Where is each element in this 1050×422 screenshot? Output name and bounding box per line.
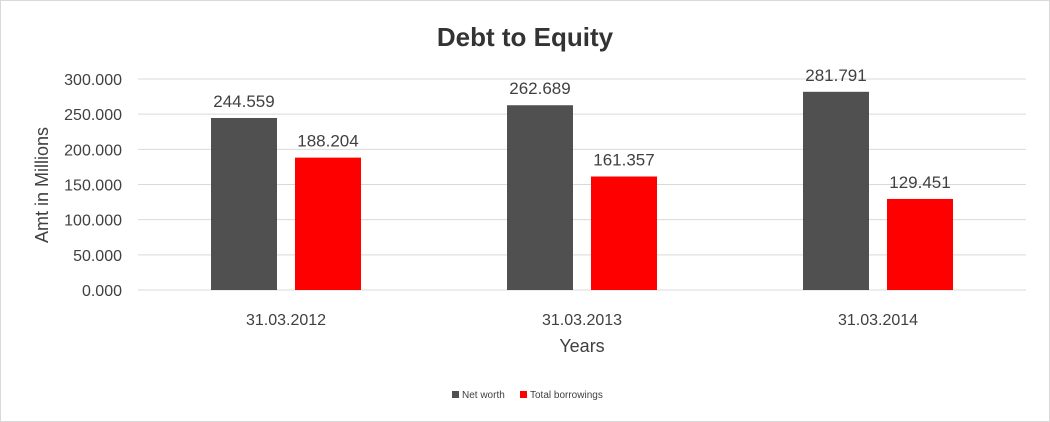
legend-label: Total borrowings bbox=[530, 390, 603, 401]
y-axis-title: Amt in Millions bbox=[32, 127, 52, 243]
y-axis-ticks: 0.000 50.000 100.000 150.000 200.000 250.000 3… bbox=[64, 72, 122, 300]
legend-label: Net worth bbox=[462, 390, 505, 401]
bar bbox=[211, 117, 277, 290]
legend-swatch bbox=[520, 391, 527, 398]
data-label: 281.791 bbox=[805, 66, 866, 85]
legend-swatch bbox=[452, 391, 459, 398]
bar bbox=[803, 91, 869, 290]
x-axis-title: Years bbox=[559, 336, 604, 356]
bar bbox=[507, 105, 573, 291]
bars bbox=[211, 91, 953, 291]
data-label: 188.204 bbox=[297, 132, 358, 151]
data-label: 129.451 bbox=[889, 173, 950, 192]
x-tick-label: 31.03.2014 bbox=[838, 312, 918, 329]
legend: Net worth Total borrowings bbox=[452, 390, 603, 401]
y-tick-label: 300.000 bbox=[64, 72, 122, 89]
bar bbox=[591, 176, 657, 290]
grid-lines bbox=[138, 78, 1026, 291]
data-label: 262.689 bbox=[509, 79, 570, 98]
x-tick-label: 31.03.2013 bbox=[542, 312, 622, 329]
y-tick-label: 50.000 bbox=[73, 248, 122, 265]
data-label: 244.559 bbox=[213, 92, 274, 111]
chart-title: Debt to Equity bbox=[437, 22, 614, 52]
data-label: 161.357 bbox=[593, 151, 654, 170]
y-tick-label: 250.000 bbox=[64, 107, 122, 124]
bar bbox=[295, 157, 361, 290]
bar bbox=[887, 198, 953, 290]
y-tick-label: 150.000 bbox=[64, 178, 122, 195]
y-tick-label: 100.000 bbox=[64, 213, 122, 230]
y-tick-label: 200.000 bbox=[64, 142, 122, 159]
y-tick-label: 0.000 bbox=[82, 283, 122, 300]
data-labels: 244.559 188.204 262.689 161.357 281.791 129.4… bbox=[213, 66, 950, 192]
x-tick-label: 31.03.2012 bbox=[246, 312, 326, 329]
x-axis-ticks: 31.03.2012 31.03.2013 31.03.2014 bbox=[246, 312, 918, 329]
